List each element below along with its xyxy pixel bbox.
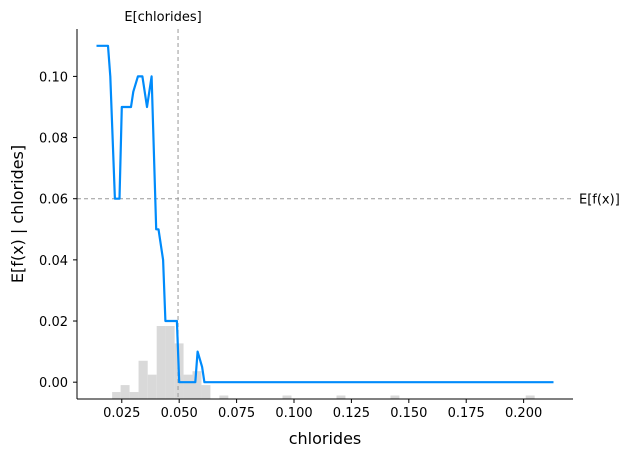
axes	[76, 29, 573, 400]
expected-x-label: E[chlorides]	[124, 10, 201, 25]
histogram-bar	[390, 395, 400, 399]
x-tick-label: 0.025	[103, 406, 140, 421]
histogram-bar	[201, 385, 211, 399]
y-tick-label: 0.04	[39, 254, 68, 269]
histogram-bar	[525, 395, 535, 399]
x-tick-label: 0.075	[218, 406, 255, 421]
histogram-bar	[156, 326, 166, 399]
expected-fx-label: E[f(x)]	[579, 193, 620, 208]
histogram-bar	[147, 374, 157, 399]
y-tick-label: 0.08	[39, 132, 68, 147]
x-tick-label: 0.150	[390, 406, 427, 421]
x-tick-label: 0.175	[448, 406, 485, 421]
histogram-bar	[183, 374, 193, 399]
histogram-bar	[129, 392, 139, 399]
x-axis-label: chlorides	[289, 429, 362, 448]
histogram-bar	[282, 395, 292, 399]
histogram-bar	[219, 395, 229, 399]
y-ticks: 0.00 0.02 0.04 0.06 0.08 0.10	[39, 70, 77, 391]
histogram-bar	[112, 392, 121, 399]
histogram-bar	[138, 360, 148, 399]
x-tick-label: 0.200	[505, 406, 542, 421]
histogram-bar	[336, 395, 346, 399]
histogram-bar	[192, 371, 202, 399]
x-tick-label: 0.125	[333, 406, 370, 421]
x-tick-label: 0.100	[275, 406, 312, 421]
y-tick-label: 0.00	[39, 376, 68, 391]
histogram-bar	[165, 326, 175, 399]
partial-dependence-line	[96, 44, 554, 384]
histogram-bar	[120, 385, 130, 399]
histogram	[112, 326, 535, 399]
y-tick-label: 0.02	[39, 315, 68, 330]
y-tick-label: 0.10	[39, 70, 68, 85]
x-ticks: 0.025 0.050 0.075 0.100 0.125 0.150 0.175 0.200	[103, 399, 542, 421]
x-tick-label: 0.050	[161, 406, 198, 421]
y-tick-label: 0.06	[39, 193, 68, 208]
y-axis-label: E[f(x) | chlorides]	[8, 145, 27, 283]
